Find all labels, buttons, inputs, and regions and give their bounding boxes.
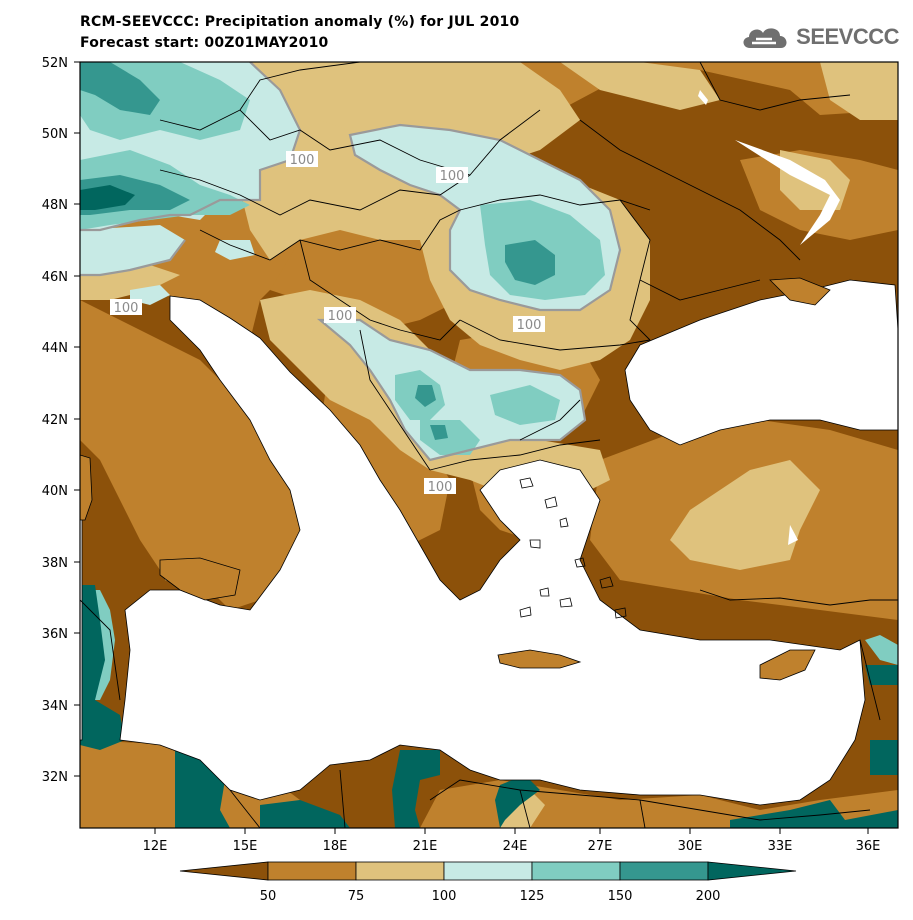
lat-tick-label: 38N <box>42 556 68 571</box>
lat-tick-label: 36N <box>42 627 68 642</box>
colorbar-label: 75 <box>348 889 365 904</box>
colorbar-label: 50 <box>260 889 277 904</box>
lon-tick-label: 27E <box>588 839 613 854</box>
latitude-axis: 52N 50N 48N 46N 44N 42N 40N 38N 36N 34N … <box>42 56 80 785</box>
sea-areas <box>80 279 898 806</box>
lat-tick-label: 48N <box>42 198 68 213</box>
plot-frame <box>79 61 899 829</box>
lat-tick-label: 42N <box>42 413 68 428</box>
country-borders <box>80 62 898 828</box>
missing-data-patch <box>735 140 840 245</box>
lat-tick-label: 34N <box>42 699 68 714</box>
lon-tick-label: 24E <box>503 839 528 854</box>
lon-tick-label: 21E <box>413 839 438 854</box>
lat-tick-label: 52N <box>42 56 68 71</box>
colorbar-label: 100 <box>432 889 457 904</box>
contour-label: 100 <box>290 153 315 168</box>
aegean-islands <box>519 477 627 619</box>
map-subtitle: Forecast start: 00Z01MAY2010 <box>80 35 329 51</box>
contour-label: 100 <box>114 301 139 316</box>
lat-tick-label: 44N <box>42 341 68 356</box>
lon-tick-label: 30E <box>678 839 703 854</box>
colorbar-label: 200 <box>696 889 721 904</box>
contour-label: 100 <box>428 480 453 495</box>
contour-label: 100 <box>517 318 542 333</box>
colorbar-segment <box>619 861 709 881</box>
colorbar-segment <box>707 861 797 881</box>
contour-100-lines <box>80 62 622 462</box>
colorbar-segment <box>355 861 445 881</box>
lat-tick-label: 46N <box>42 270 68 285</box>
lon-tick-label: 18E <box>323 839 348 854</box>
colorbar-label: 150 <box>608 889 633 904</box>
map-plot-area: 100 100 100 100 100 100 <box>80 62 898 828</box>
islands <box>80 277 831 681</box>
lon-tick-label: 15E <box>233 839 258 854</box>
map-title: RCM-SEEVCCC: Precipitation anomaly (%) f… <box>80 14 520 30</box>
cloud-logo-icon <box>743 28 787 48</box>
missing-data-patch-small <box>698 90 708 105</box>
lon-tick-label: 33E <box>768 839 793 854</box>
colorbar-segment <box>443 861 533 881</box>
lon-tick-label: 12E <box>143 839 168 854</box>
longitude-axis: 12E 15E 18E 21E 24E 27E 30E 33E 36E <box>143 828 881 854</box>
contour-label: 100 <box>440 169 465 184</box>
missing-data-patch-anatolia <box>788 525 798 545</box>
logo-text: SEEVCCC <box>796 24 899 49</box>
lat-tick-label: 50N <box>42 127 68 142</box>
colorbar-label: 125 <box>520 889 545 904</box>
colorbar-segment <box>179 861 269 881</box>
contour-label: 100 <box>328 309 353 324</box>
colorbar: 50 75 100 125 150 200 <box>179 861 797 904</box>
lat-tick-label: 32N <box>42 770 68 785</box>
colorbar-segment <box>267 861 357 881</box>
colorbar-segment <box>531 861 621 881</box>
seevccc-logo: SEEVCCC <box>740 22 899 52</box>
lat-tick-label: 40N <box>42 484 68 499</box>
lon-tick-label: 36E <box>856 839 881 854</box>
contour-label-group: 100 100 100 100 100 100 <box>110 151 545 495</box>
